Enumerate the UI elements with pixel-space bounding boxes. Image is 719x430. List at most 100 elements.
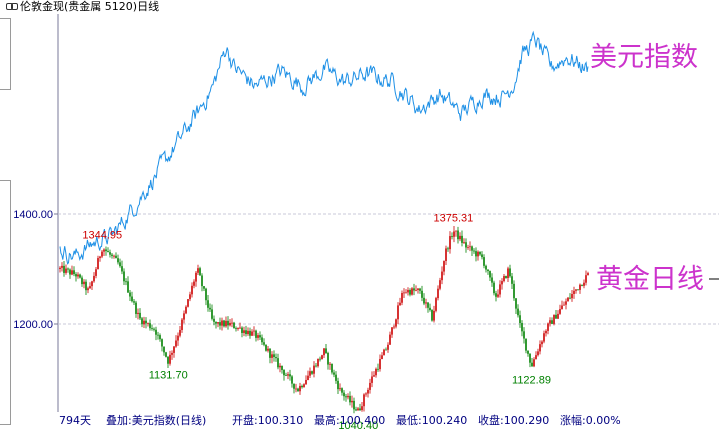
gold-candle [561,305,563,310]
gold-candle [175,340,177,347]
gold-candle [201,275,203,287]
gold-candle [413,288,415,291]
gold-candle [105,249,107,252]
gold-candle [331,363,333,373]
gold-candle [87,288,89,291]
gold-candle [189,294,191,300]
gold-candle [405,292,407,294]
gold-candle [425,302,427,304]
gold-candle [555,314,557,319]
gold-candle [455,230,457,232]
price-mark-low: 1122.89 [512,374,551,386]
gold-candle [251,331,253,336]
gold-candle [433,310,435,321]
gold-candle [83,281,85,285]
gold-candle [495,293,497,297]
gold-candle [357,408,359,411]
gold-candle [371,376,373,383]
gold-candle [467,247,469,248]
gold-candle [169,354,171,364]
gold-candle [525,338,527,351]
gold-candle [381,355,383,360]
gold-candle [233,322,235,329]
gold-candle [121,266,123,272]
gold-candle [249,330,251,336]
gold-candle [549,320,551,324]
gold-candle [519,315,521,324]
gold-candle [431,309,433,321]
gold-candle [359,408,361,411]
price-mark-high: 1375.31 [433,213,473,225]
left-scroll-panel-bottom[interactable] [0,180,11,425]
gold-candle [365,393,367,395]
left-scroll-panel-top[interactable] [0,18,11,90]
gold-candle [369,382,371,390]
gold-candle [385,349,387,351]
gold-candle [337,380,339,390]
gold-candle [499,284,501,295]
gold-candle [363,394,365,407]
gold-candle [237,327,239,329]
gold-candle [545,330,547,334]
gold-candle [493,282,495,294]
gold-candle [327,352,329,365]
gold-candle [225,320,227,327]
gold-candle [289,374,291,377]
gold-candle [115,255,117,259]
gold-candle [299,385,301,392]
gold-candle [579,284,581,290]
gold-candle [343,392,345,397]
gold-candle [353,400,355,410]
gold-candle [243,330,245,333]
gold-candle [453,231,455,237]
gold-candle [71,270,73,275]
gold-candle [429,307,431,310]
gold-candle [373,375,375,377]
gold-candle [303,384,305,388]
gold-candle [247,330,249,335]
gold-candle [485,265,487,270]
gold-candle [379,359,381,370]
gold-candle [69,269,71,275]
gold-candle [403,292,405,294]
gold-candle [395,319,397,327]
gold-candle [559,309,561,314]
gold-candle [437,288,439,299]
gold-candle [197,268,199,273]
gold-candle [319,358,321,360]
gold-candle [415,289,417,291]
gold-candle [457,230,459,240]
gold-candle [125,281,127,283]
gold-candle [193,281,195,286]
gold-candle [297,388,299,392]
gold-candle [267,348,269,351]
gold-candle [567,297,569,302]
gold-candle [383,349,385,356]
gold-candle [89,286,91,289]
gold-candle [397,305,399,320]
gold-candle [111,254,113,256]
gold-candle [305,380,307,385]
gold-candle [355,409,357,411]
gold-daily-annotation: 黄金日线 [596,264,704,295]
gold-candle [277,358,279,368]
gold-candle [199,268,201,276]
gold-candle [119,262,121,267]
gold-candle [107,251,109,253]
gold-candle [541,341,543,345]
gold-candle [145,320,147,324]
gold-candle [141,318,143,325]
gold-candle [445,248,447,262]
gold-candle [533,359,535,367]
link-icon[interactable] [6,3,18,10]
gold-candle [563,304,565,306]
y-tick-1400: 1400.00 [13,209,53,221]
gold-candle [501,281,503,285]
gold-candle [339,388,341,390]
gold-candle [507,268,509,279]
gold-candle [221,320,223,326]
gold-candle [203,286,205,289]
gold-candle [255,330,257,338]
footer-low: 最低:100.240 [396,414,468,427]
gold-candle [347,395,349,398]
